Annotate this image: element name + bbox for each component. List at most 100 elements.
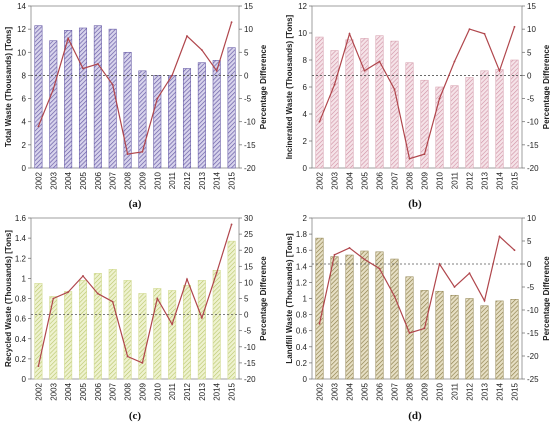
line-point-2004 — [67, 291, 70, 293]
y-tick-label: 0.4 — [296, 343, 308, 352]
plot-frame — [311, 5, 523, 169]
y2-tick-label: -10 — [244, 118, 256, 127]
line-point-2006 — [378, 60, 381, 63]
x-tick-label: 2015 — [511, 382, 520, 400]
bar-2015 — [227, 240, 236, 380]
percentage-difference-line — [318, 26, 516, 160]
x-tick-label: 2013 — [481, 171, 490, 189]
line-point-2009 — [423, 327, 426, 330]
x-tick-label: 2006 — [94, 171, 103, 189]
line-point-2013 — [483, 32, 486, 35]
x-tick-label: 2011 — [168, 382, 177, 400]
x-tick-label: 2003 — [331, 171, 340, 189]
y2-tick-label: 5 — [527, 48, 532, 57]
bar-2002 — [34, 283, 43, 380]
bar-2012 — [465, 77, 474, 169]
y-tick-label: 1.2 — [15, 254, 27, 263]
line-point-2015 — [513, 249, 516, 252]
y2-tick-label: -5 — [527, 283, 535, 292]
line-point-2007 — [111, 83, 114, 86]
x-tick-label: 2002 — [34, 382, 43, 400]
x-tick-label: 2005 — [361, 171, 370, 189]
y-tick-label: 0.8 — [15, 295, 27, 304]
line-point-2005 — [82, 67, 84, 70]
y2-axis-label: Percentage Difference — [259, 256, 268, 341]
line-point-2003 — [52, 88, 55, 91]
line-point-2011 — [171, 74, 174, 77]
x-tick-label: 2015 — [511, 171, 520, 189]
bar-2002 — [34, 25, 43, 169]
x-tick-label: 2012 — [466, 382, 475, 400]
y-tick-label: 6 — [303, 83, 308, 92]
x-tick-label: 2014 — [213, 171, 222, 189]
line-point-2002 — [37, 365, 40, 368]
x-tick-label: 2011 — [451, 171, 460, 189]
bar-2012 — [465, 298, 474, 380]
bar-2013 — [480, 70, 489, 169]
line-point-2012 — [186, 35, 188, 37]
bar-2004 — [64, 29, 73, 169]
bar-2010 — [153, 288, 162, 380]
line-point-2005 — [363, 69, 366, 72]
y-tick-label: 10 — [298, 29, 307, 38]
x-tick-label: 2012 — [466, 171, 475, 189]
line-point-2014 — [498, 69, 501, 72]
plot-frame — [311, 217, 523, 380]
bar-2006 — [375, 35, 384, 169]
bar-2009 — [138, 293, 147, 380]
y2-tick-label: -25 — [527, 375, 539, 384]
y-tick-label: 1.6 — [296, 246, 308, 255]
line-point-2009 — [423, 153, 426, 156]
x-tick-label: 2006 — [376, 382, 385, 400]
bar-2014 — [212, 270, 221, 380]
line-point-2006 — [378, 267, 381, 270]
bar-2005 — [360, 250, 369, 380]
line-point-2003 — [333, 253, 336, 256]
panel-label: (b) — [408, 198, 422, 210]
y-tick-label: 0.4 — [15, 335, 27, 344]
bar-2007 — [108, 28, 117, 169]
bar-2010 — [435, 86, 444, 169]
line-point-2015 — [230, 21, 233, 24]
y2-tick-label: 0 — [527, 71, 532, 80]
line-point-2008 — [408, 157, 411, 160]
line-point-2008 — [126, 153, 129, 156]
y-tick-label: 0 — [22, 164, 27, 173]
y-tick-label: 1.2 — [296, 278, 308, 287]
x-tick-label: 2009 — [421, 171, 430, 189]
bar-2007 — [108, 269, 117, 380]
line-point-2011 — [453, 286, 456, 288]
x-tick-label: 2010 — [436, 382, 445, 400]
bar-2002 — [315, 36, 324, 169]
x-tick-label: 2010 — [436, 171, 445, 189]
x-tick-label: 2002 — [34, 171, 43, 189]
y-tick-label: 2 — [303, 214, 308, 223]
line-point-2010 — [438, 97, 441, 100]
x-tick-label: 2009 — [138, 171, 147, 189]
y-tick-label: 0 — [303, 375, 308, 384]
bar-2014 — [212, 60, 221, 169]
line-point-2011 — [171, 323, 174, 326]
x-tick-label: 2002 — [316, 171, 325, 189]
bar-2005 — [78, 280, 88, 380]
x-tick-label: 2006 — [94, 382, 103, 400]
y-tick-label: 0.2 — [296, 359, 308, 368]
line-point-2003 — [333, 83, 336, 86]
y2-tick-label: 5 — [244, 48, 249, 57]
plot-frame — [30, 5, 240, 169]
bar-2011 — [168, 290, 177, 380]
bar-2008 — [405, 62, 414, 169]
y2-tick-label: 15 — [527, 2, 536, 11]
y2-tick-label: -20 — [244, 164, 256, 173]
bar-2008 — [123, 51, 132, 169]
line-point-2003 — [52, 297, 55, 300]
x-tick-label: 2011 — [168, 171, 177, 189]
bar-2006 — [93, 25, 102, 169]
y2-axis-label: Percentage Difference — [542, 44, 550, 129]
line-point-2013 — [483, 299, 486, 302]
y2-tick-label: -15 — [244, 359, 256, 368]
y-tick-label: 2 — [303, 137, 308, 146]
line-point-2012 — [468, 272, 471, 275]
bar-2006 — [375, 251, 384, 380]
bar-2007 — [390, 40, 399, 169]
